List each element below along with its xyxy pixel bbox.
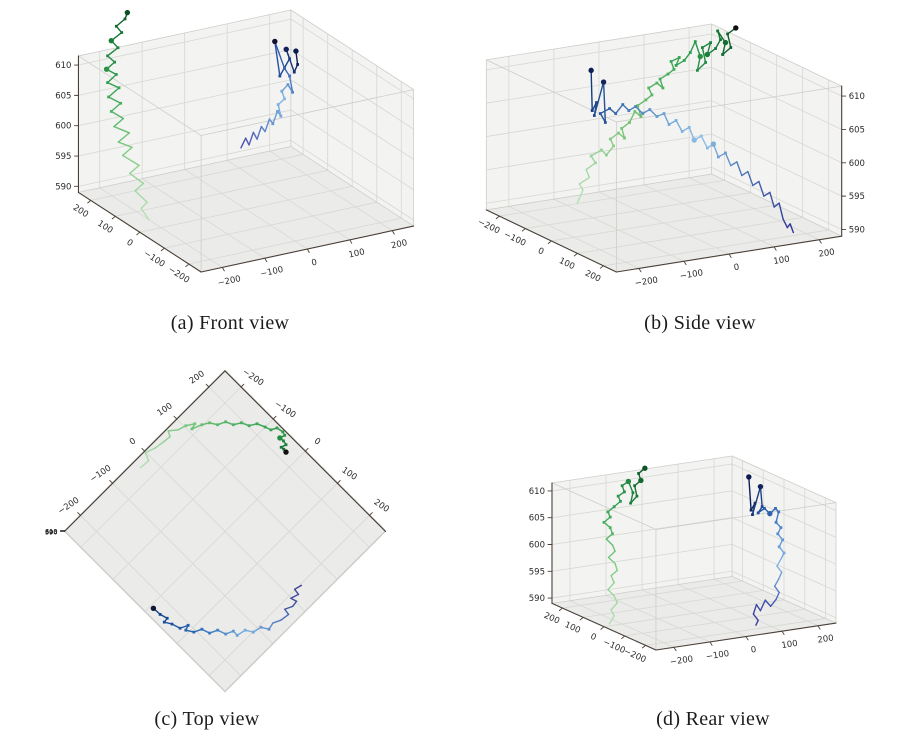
3d-plot-top-view: −200 −100 0 100 200 −200 −100 0 100 200 590 595 600 6… [2,362,448,702]
svg-text:600: 600 [55,122,71,132]
svg-text:605: 605 [45,528,57,536]
svg-text:610: 610 [529,487,545,497]
svg-text:0: 0 [536,246,545,257]
svg-text:−100: −100 [272,399,297,420]
svg-text:100: 100 [95,219,114,236]
svg-text:595: 595 [849,192,865,202]
svg-text:−200: −200 [476,217,501,236]
3d-plot-side-view: −200 −100 0 100 200 −200 −100 0 100 200 590 595 600 6… [452,2,898,314]
svg-text:100: 100 [557,256,576,272]
svg-text:200: 200 [818,247,836,259]
3d-plot-rear-view: −200 −100 0 100 200 −200 −100 0 100 200 590 595 600 6… [452,420,898,692]
svg-text:200: 200 [817,633,835,645]
svg-text:−100: −100 [502,230,527,249]
svg-text:−200: −200 [240,367,265,388]
svg-text:590: 590 [529,594,545,604]
svg-text:−100: −100 [705,649,730,662]
caption-front-view: (a) Front view [170,312,290,334]
svg-text:−100: −100 [88,463,113,484]
svg-text:590: 590 [55,182,71,192]
svg-text:610: 610 [45,528,57,536]
svg-text:100: 100 [156,401,175,418]
plot-canvas-d: −200 −100 0 100 200−200−10001002005905956006… [529,455,837,668]
svg-text:200: 200 [542,611,561,627]
svg-text:200: 200 [71,203,90,220]
svg-text:0: 0 [311,258,318,269]
svg-text:605: 605 [849,125,865,135]
svg-text:200: 200 [583,269,602,285]
svg-text:610: 610 [55,61,71,71]
svg-text:−200: −200 [166,265,191,286]
svg-text:−100: −100 [601,637,626,656]
svg-text:100: 100 [773,255,791,267]
3d-plot-front-view: −200 −100 0 100 200 −200 −100 0 100 200 590 595 600 6… [2,2,448,314]
svg-text:0: 0 [124,238,134,249]
svg-text:−200: −200 [669,654,694,667]
svg-text:−100: −100 [259,265,284,280]
svg-text:100: 100 [563,620,582,636]
svg-text:−200: −200 [56,496,81,517]
svg-text:200: 200 [188,369,207,386]
svg-text:600: 600 [849,159,865,169]
svg-text:595: 595 [55,152,71,162]
svg-text:600: 600 [45,528,57,536]
svg-text:0: 0 [312,436,322,447]
svg-text:0: 0 [128,436,138,447]
caption-top-view: (c) Top view [154,708,260,730]
svg-text:100: 100 [340,465,359,482]
svg-text:595: 595 [529,567,545,577]
plot-canvas-c: −200 −100 0 100 200 −200 −100 0 100 200 5905956006… [45,367,391,693]
svg-text:100: 100 [348,247,366,260]
svg-text:−200: −200 [217,274,242,289]
svg-text:595: 595 [45,528,57,536]
caption-rear-view: (d) Rear view [656,708,770,730]
svg-text:0: 0 [733,263,740,274]
svg-text:−200: −200 [634,275,659,289]
svg-text:600: 600 [529,540,545,550]
svg-text:605: 605 [529,514,545,524]
svg-text:590: 590 [849,225,865,235]
svg-text:610: 610 [849,92,865,102]
svg-text:−200: −200 [622,647,647,666]
svg-text:100: 100 [781,639,799,651]
svg-text:0: 0 [589,632,598,643]
svg-text:−100: −100 [679,268,704,282]
svg-text:605: 605 [55,91,71,101]
plot-canvas-a: −200−1000100200−200−10001002005905956006… [55,9,415,289]
svg-text:0: 0 [750,645,757,656]
svg-text:−100: −100 [141,249,166,270]
svg-text:200: 200 [372,498,391,515]
svg-text:590: 590 [45,528,57,536]
caption-side-view: (b) Side view [644,312,756,334]
svg-text:200: 200 [390,238,408,251]
